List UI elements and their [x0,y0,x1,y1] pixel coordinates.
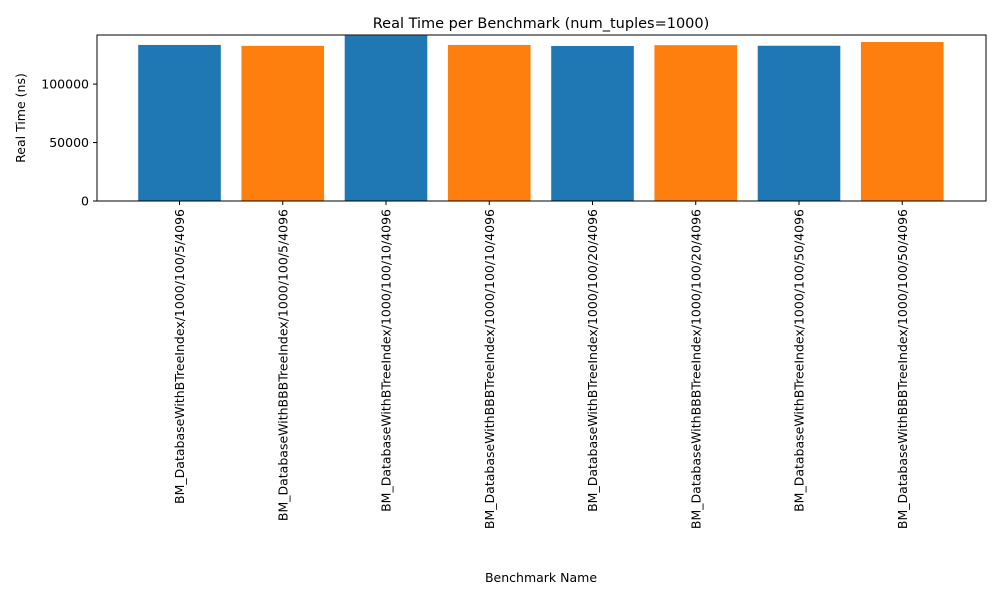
x-tick-label: BM_DatabaseWithBTreeIndex/1000/100/10/40… [379,209,394,512]
x-axis-label: Benchmark Name [485,570,597,585]
x-tick-label: BM_DatabaseWithBTreeIndex/1000/100/5/409… [172,209,187,504]
chart-title: Real Time per Benchmark (num_tuples=1000… [373,16,710,32]
bar-8 [860,42,944,202]
plot-frame [96,34,987,202]
bar-4 [447,44,531,201]
y-axis-label: Real Time (ns) [13,73,28,163]
bar-1 [138,44,221,201]
x-tick-label: BM_DatabaseWithBBBTreeIndex/1000/100/50/… [895,209,910,529]
x-axis-ticks: BM_DatabaseWithBTreeIndex/1000/100/5/409… [172,201,910,529]
bar-3 [344,35,428,201]
x-tick-label: BM_DatabaseWithBBBTreeIndex/1000/100/10/… [482,209,497,529]
bar-5 [551,45,634,201]
x-tick-label: BM_DatabaseWithBTreeIndex/1000/100/20/40… [585,209,600,512]
y-tick-label: 100000 [41,77,89,92]
y-tick-label: 50000 [49,135,89,150]
x-tick-label: BM_DatabaseWithBBBTreeIndex/1000/100/20/… [688,209,703,529]
bar-6 [654,45,738,201]
bars-group [138,35,944,202]
y-axis-ticks: 0 50000 100000 [41,77,97,209]
bar-7 [757,45,841,201]
x-tick-label: BM_DatabaseWithBBBTreeIndex/1000/100/5/4… [275,209,290,521]
y-tick-label: 0 [81,194,89,209]
bar-2 [241,45,325,202]
x-tick-label: BM_DatabaseWithBTreeIndex/1000/100/50/40… [792,209,807,512]
